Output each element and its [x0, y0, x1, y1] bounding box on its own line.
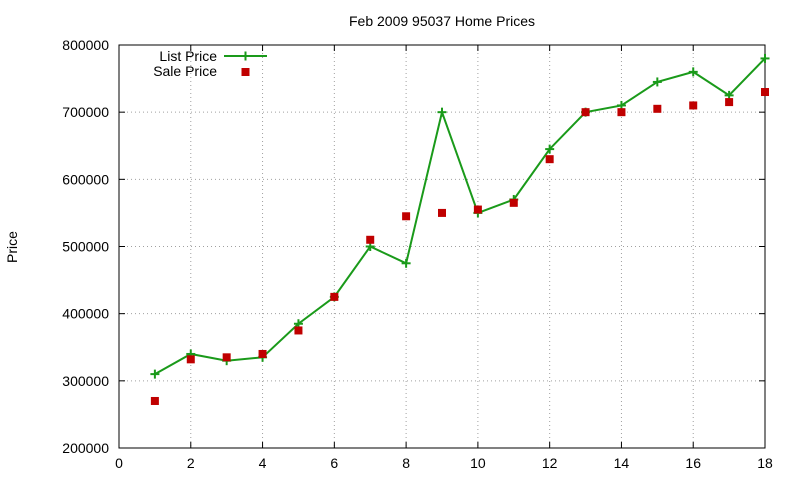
- list-price-point: [652, 77, 662, 87]
- x-tick-label: 6: [330, 455, 338, 471]
- sale-price-point: [473, 205, 482, 214]
- sale-price-point: [581, 108, 590, 117]
- sale-price-point: [438, 208, 446, 217]
- sale-price-point: [509, 198, 518, 207]
- sale-price-point: [761, 88, 769, 97]
- sale-price-point: [689, 101, 698, 110]
- chart-title: Feb 2009 95037 Home Prices: [349, 13, 535, 29]
- legend-swatch-list-price: [224, 51, 267, 61]
- list-price-point: [437, 107, 447, 117]
- list-price-point: [150, 369, 160, 379]
- y-tick-label: 500000: [62, 239, 109, 255]
- x-tick-label: 8: [402, 455, 410, 471]
- sale-price-point: [617, 108, 626, 117]
- sale-price-point: [725, 98, 734, 107]
- sale-price-point: [653, 104, 662, 113]
- y-axis-label: Price: [4, 231, 20, 263]
- sale-price-point: [402, 212, 411, 221]
- sale-price-point: [150, 396, 159, 405]
- legend-marker-sale-price: [241, 68, 250, 76]
- y-tick-label: 800000: [62, 37, 109, 53]
- sale-price-point: [366, 235, 375, 244]
- y-tick-label: 200000: [62, 440, 109, 456]
- ticks-layer: 0 2 4 6 8 10 12 14 16 18 200000 300000 400000 500000 6…: [62, 37, 773, 471]
- x-tick-label: 2: [187, 455, 195, 471]
- x-tick-label: 14: [614, 455, 630, 471]
- sale-price-point: [294, 326, 303, 335]
- legend-marker-list-price: [241, 51, 250, 61]
- legend-label-list-price: List Price: [159, 48, 217, 64]
- legend-swatch-sale-price: [241, 68, 250, 76]
- list-price-point: [688, 67, 698, 77]
- legend-label-sale-price: Sale Price: [153, 63, 217, 79]
- list-price-point: [401, 258, 411, 268]
- list-price-point: [760, 53, 770, 63]
- y-tick-label: 700000: [62, 104, 109, 120]
- list-price-point: [545, 144, 555, 154]
- list-price-line: [154, 57, 766, 375]
- sale-price-point: [222, 353, 231, 362]
- sale-price-point: [545, 155, 554, 164]
- y-tick-label: 300000: [62, 373, 109, 389]
- y-tick-label: 400000: [62, 306, 109, 322]
- legend: List Price Sale Price: [153, 48, 267, 79]
- sale-price-point: [330, 292, 339, 301]
- sale-price-point: [186, 355, 195, 364]
- series-layer: [150, 53, 770, 405]
- x-tick-label: 18: [757, 455, 773, 471]
- x-tick-label: 0: [115, 455, 123, 471]
- x-tick-label: 10: [470, 455, 486, 471]
- x-tick-label: 4: [259, 455, 267, 471]
- x-tick-label: 16: [685, 455, 701, 471]
- x-tick-label: 12: [542, 455, 558, 471]
- sale-price-point: [258, 349, 267, 358]
- y-tick-label: 600000: [62, 171, 109, 187]
- grid-layer: [119, 45, 765, 448]
